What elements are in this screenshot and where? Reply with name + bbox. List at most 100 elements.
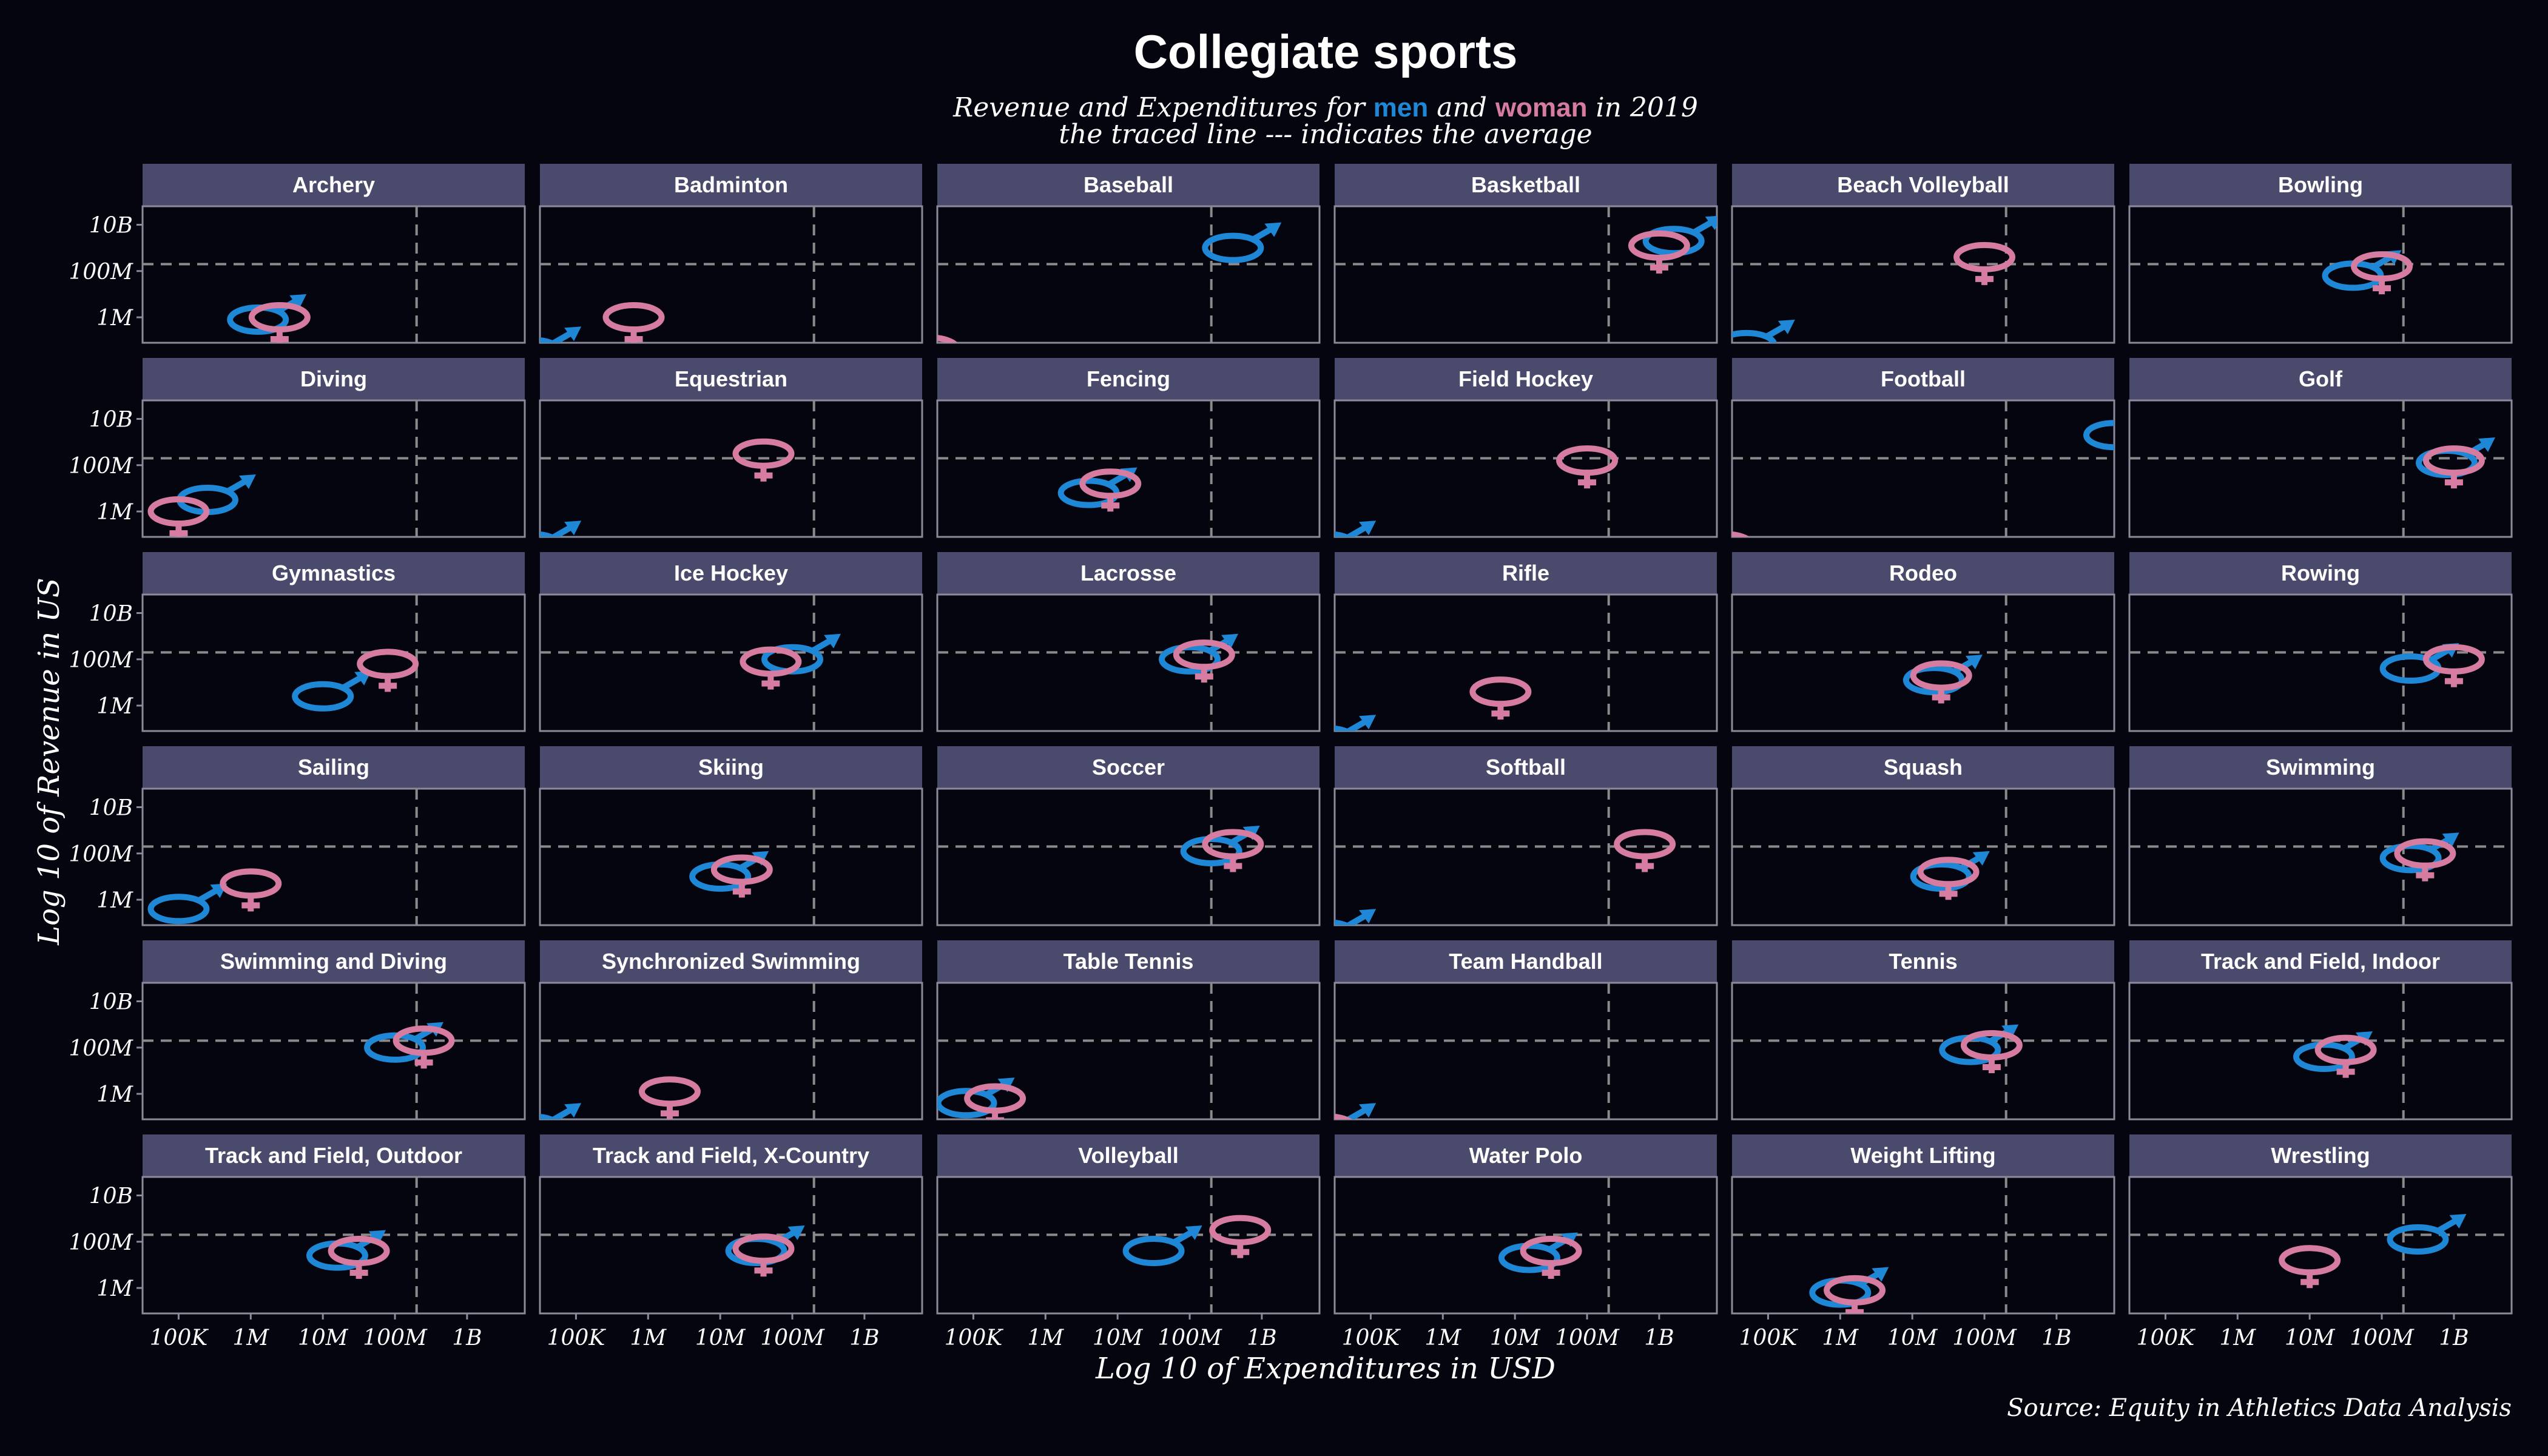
facet-strip [540, 746, 922, 789]
facet-strip-label: Badminton [674, 172, 788, 197]
subtitle-and-word: and [1428, 92, 1495, 123]
men-point [1335, 521, 1377, 537]
male-symbol-arrowhead [824, 633, 841, 649]
facet-strip [540, 358, 922, 400]
women-point [147, 496, 210, 537]
facet-plot-area [143, 789, 525, 925]
facet-swimming: Swimming [2128, 746, 2513, 926]
facet-strip-label: Equestrian [675, 366, 787, 391]
facet-strip-label: Field Hockey [1458, 366, 1593, 391]
x-tick-label: 100K [945, 1326, 1004, 1350]
facet-strip [937, 940, 1320, 983]
facet-strip-label: Rodeo [1889, 561, 1957, 585]
facet-strip-label: Table Tennis [1063, 949, 1194, 974]
facet-plot-area [2129, 1177, 2512, 1313]
facet-panel [1333, 399, 1718, 538]
facet-softball: Softball [1333, 746, 1718, 926]
facet-strip [1732, 1134, 2114, 1177]
facet-strip [143, 164, 525, 206]
male-symbol-arrowhead [1705, 215, 1717, 231]
facet-plot-area [2129, 400, 2512, 537]
male-symbol-arrowhead [238, 474, 256, 489]
facet-strip-label: Ice Hockey [674, 561, 788, 585]
facet-strip-label: Tennis [1889, 949, 1957, 974]
facet-plot-area [1335, 983, 1717, 1119]
women-point [1910, 660, 1972, 704]
y-tick-label: 1M [96, 888, 133, 913]
facet-strip-label: Bowling [2278, 172, 2363, 197]
male-symbol-arrowhead [2001, 1024, 2019, 1039]
facet-strip-label: Track and Field, Outdoor [205, 1143, 462, 1168]
women-point [2279, 1245, 2341, 1289]
subtitle-men-word: men [1373, 93, 1428, 123]
facet-volleyball: Volleyball 100K 1M 10M 100M 1B [936, 1134, 1321, 1350]
men-point [540, 521, 582, 537]
facet-plot-area [937, 595, 1320, 731]
facet-plot-area [1732, 1177, 2114, 1313]
facet-plot-area [1335, 789, 1717, 925]
facet-strip [1732, 164, 2114, 206]
facet-strip [1335, 940, 1717, 983]
facet-water-polo: Water Polo 100K 1M 10M 100M 1B [1333, 1134, 1718, 1350]
facet-strip-label: Rifle [1502, 561, 1549, 585]
facet-strip-label: Softball [1486, 755, 1566, 780]
women-point [2422, 445, 2485, 489]
male-symbol-arrowhead [368, 1230, 386, 1245]
male-symbol-arrowhead [2449, 1213, 2467, 1228]
men-point [540, 326, 582, 343]
facet-strip [2129, 940, 2512, 983]
x-tick-label: 1M [1822, 1326, 1859, 1350]
male-symbol-ring [147, 894, 210, 925]
y-tick-label: 100M [69, 454, 133, 479]
facet-plot-area [1335, 400, 1717, 537]
men-point [1335, 909, 1377, 925]
facet-panel [1731, 399, 2115, 538]
male-symbol-ring [2387, 1224, 2449, 1255]
y-tick-label: 10B [89, 1184, 133, 1209]
facet-strip [1732, 552, 2114, 595]
women-point [732, 1233, 795, 1277]
x-tick-label: 100K [1739, 1326, 1799, 1350]
male-symbol-ring [1202, 232, 1264, 263]
subtitle-suffix: in 2019 [1588, 92, 1698, 123]
facet-strip-label: Track and Field, X-Country [593, 1143, 869, 1168]
male-symbol-arrowhead [1359, 1103, 1377, 1118]
facet-track-and-field-x-country: Track and Field, X-Country 100K 1M 10M 100M 1… [539, 1134, 923, 1350]
x-tick-label: 1B [849, 1326, 879, 1350]
facet-panel [936, 593, 1321, 732]
y-tick-label: 1M [96, 306, 133, 331]
facet-strip-label: Skiing [698, 755, 764, 780]
facet-plot-area [937, 789, 1320, 925]
women-point [1202, 829, 1264, 872]
women-point [1209, 1215, 1272, 1258]
male-symbol-arrowhead [1264, 222, 1282, 237]
facet-strip [1335, 552, 1717, 595]
facet-strip-label: Synchronized Swimming [602, 949, 860, 974]
facet-strip [143, 358, 525, 400]
male-symbol-ring [1910, 861, 1972, 892]
facet-strip [1335, 746, 1717, 789]
x-tick-label: 10M [1490, 1326, 1541, 1350]
facet-strip [540, 940, 922, 983]
facet-panel [539, 399, 923, 538]
y-tick-label: 1M [96, 500, 133, 525]
y-tick-label: 1M [96, 694, 133, 719]
facet-strip-label: Lacrosse [1080, 561, 1176, 585]
chart-subtitle-line2: the traced line --- indicates the averag… [1059, 119, 1592, 150]
men-point [147, 883, 228, 925]
x-tick-label: 1M [2219, 1326, 2256, 1350]
facet-table-tennis: Table Tennis [936, 940, 1321, 1121]
facet-strip-label: Team Handball [1449, 949, 1602, 974]
women-point [248, 302, 311, 343]
male-symbol-arrowhead [1359, 521, 1377, 536]
facet-squash: Squash [1731, 746, 2115, 926]
facet-strip [1732, 940, 2114, 983]
facet-strip-label: Beach Volleyball [1837, 172, 2009, 197]
facet-track-and-field-indoor: Track and Field, Indoor [2128, 940, 2513, 1121]
facet-fencing: Fencing [936, 358, 1321, 538]
women-point [740, 646, 802, 690]
facet-plot-area [1335, 595, 1717, 731]
facet-plot-area [2129, 789, 2512, 925]
subtitle-prefix: Revenue and Expenditures for [952, 92, 1373, 123]
y-tick-label: 10B [89, 990, 133, 1015]
